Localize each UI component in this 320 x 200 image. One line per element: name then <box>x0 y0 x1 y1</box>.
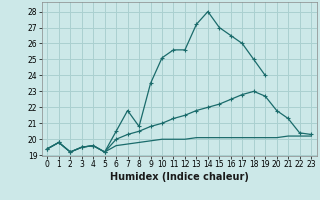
X-axis label: Humidex (Indice chaleur): Humidex (Indice chaleur) <box>110 172 249 182</box>
